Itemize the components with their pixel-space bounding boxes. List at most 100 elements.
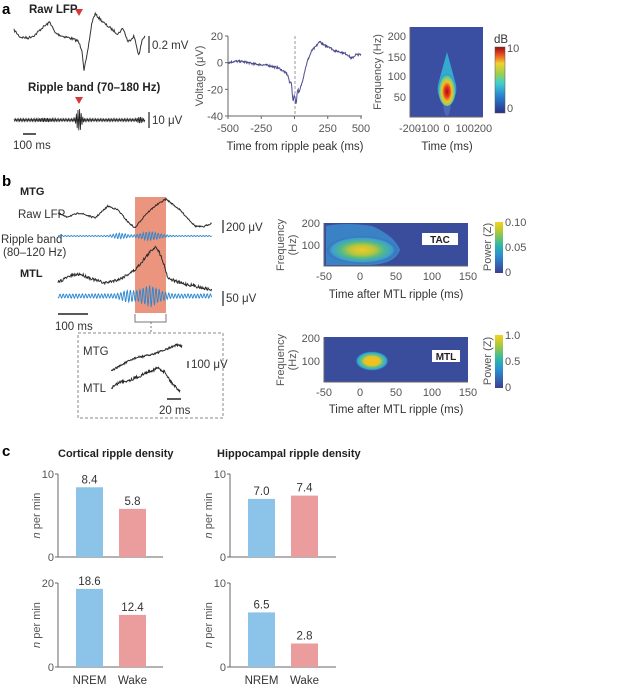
inset-mtg-label: MTG — [83, 346, 109, 358]
ripple-marker-icon — [75, 97, 83, 104]
y-axis-label: n per min — [203, 493, 215, 539]
tag-label: TAC — [430, 235, 450, 246]
bar-value-label: 2.8 — [297, 630, 313, 642]
x-tick-label: 0 — [443, 123, 449, 135]
inset-mtl-label: MTL — [83, 383, 107, 395]
raw-scale-label: 0.2 mV — [152, 40, 189, 52]
bar-nrem — [248, 612, 275, 667]
y-tick-label: -20 — [207, 84, 223, 96]
bar-nrem — [76, 588, 103, 667]
y-tick-label: 0 — [220, 552, 226, 564]
bar-chart-hippocampal_bottom: 10 0 n per min 6.5 NREM 2.8 Wake — [203, 578, 336, 685]
mtg-title: MTG — [20, 186, 44, 198]
bar-value-label: 8.4 — [82, 474, 99, 486]
x-category-label: Wake — [118, 675, 147, 685]
y-axis-label: n per min — [31, 602, 43, 648]
bar-wake — [119, 508, 146, 557]
inset-box — [77, 332, 224, 419]
x-axis-label: Time from ripple peak (ms) — [227, 141, 364, 153]
x-tick-label: -50 — [316, 387, 332, 399]
y-axis-unit: (Hz) — [287, 350, 299, 371]
x-tick-label: 50 — [390, 271, 402, 283]
x-axis-label: Time after MTL ripple (ms) — [329, 404, 464, 416]
y-tick-label: 0 — [48, 552, 54, 564]
colorbar-tick: 0 — [505, 382, 511, 394]
mtg-ripple-trace — [57, 230, 212, 242]
x-tick-label: 500 — [352, 123, 370, 135]
inset-mtl-trace — [110, 366, 181, 394]
bar-nrem — [248, 498, 275, 557]
ripple-band-range: (80–120 Hz) — [3, 247, 66, 259]
y-axis-label: Frequency — [275, 334, 287, 386]
x-category-label: NREM — [73, 675, 107, 685]
bar-wake — [291, 643, 318, 667]
y-tick-label: 150 — [388, 52, 406, 64]
colorbar-tick: 0.5 — [505, 356, 520, 368]
x-tick-label: -50 — [316, 271, 332, 283]
x-category-label: NREM — [245, 675, 279, 685]
y-tick-label: 200 — [302, 333, 320, 345]
y-axis-label: n per min — [203, 602, 215, 648]
x-tick-label: 0 — [357, 387, 363, 399]
panel-label-b: b — [2, 173, 11, 190]
ripple-marker-icon — [75, 9, 83, 16]
panel-label-a: a — [2, 1, 11, 18]
axes — [323, 337, 468, 383]
time-scale-label: 100 ms — [13, 140, 51, 152]
x-tick-label: -100 — [417, 123, 439, 135]
colorbar-tick: 0 — [505, 267, 511, 279]
tag-box — [432, 350, 460, 362]
x-tick-label: 0 — [357, 271, 363, 283]
axes — [57, 583, 163, 668]
x-tick-label: 200 — [474, 123, 492, 135]
tag-box — [422, 233, 458, 245]
bar-wake — [291, 495, 318, 557]
y-axis-unit: (Hz) — [287, 235, 299, 256]
colorbar-label: Power (Z) — [482, 223, 494, 271]
y-tick-label: 10 — [42, 469, 54, 481]
spectrogram-mtl: MTL Frequency (Hz) Time after MTL ripple… — [275, 330, 520, 416]
colorbar — [495, 222, 503, 273]
y-tick-label: 100 — [302, 240, 320, 252]
inset-time-scale: 20 ms — [159, 405, 191, 417]
y-tick-label: 20 — [42, 578, 54, 590]
y-axis-label: n per min — [31, 493, 43, 539]
colorbar-tick: 0.05 — [505, 242, 526, 254]
x-category-label: Wake — [290, 675, 319, 685]
x-tick-label: 100 — [423, 271, 441, 283]
average-lfp-series — [227, 40, 362, 104]
colorbar-label: Power (Z) — [482, 337, 494, 385]
x-tick-label: 100 — [456, 123, 474, 135]
bar-charts: 10 0 n per min 8.4 5.8 10 0 n per min 7.0 7.4 20 0 n… — [31, 469, 336, 685]
y-tick-label: -40 — [207, 111, 223, 123]
y-tick-label: 0 — [48, 662, 54, 674]
ripple-band-label: Ripple band — [1, 234, 62, 246]
bar-value-label: 6.5 — [254, 599, 270, 611]
bar-value-label: 7.0 — [254, 486, 270, 498]
bar-value-label: 5.8 — [125, 496, 141, 508]
axes — [409, 27, 483, 118]
mtg-raw-trace — [57, 197, 212, 229]
raw-lfp-title: Raw LFP — [29, 4, 78, 16]
ripple-band-trace — [13, 108, 146, 131]
panel-label-c: c — [2, 443, 10, 460]
axes — [57, 474, 163, 558]
colorbar — [494, 46, 506, 114]
x-tick-label: 250 — [319, 123, 337, 135]
y-tick-label: 100 — [388, 71, 406, 83]
inset-mtg-trace — [110, 342, 183, 372]
bar-chart-cortical_top: 10 0 n per min 8.4 5.8 — [31, 469, 163, 564]
raw-lfp-trace — [13, 11, 146, 71]
spectrogram-tac: TAC Frequency (Hz) Time after MTL ripple… — [275, 217, 526, 301]
y-tick-label: 20 — [211, 31, 223, 43]
axes — [229, 583, 336, 668]
bar-wake — [119, 614, 146, 667]
y-tick-label: 0 — [220, 662, 226, 674]
zoom-bracket — [134, 314, 167, 323]
colorbar-tick: 0.10 — [505, 217, 526, 229]
bar-chart-hippocampal_top: 10 0 n per min 7.0 7.4 — [203, 469, 336, 564]
colorbar-label: dB — [494, 34, 508, 46]
raw-lfp-label: Raw LFP — [18, 209, 66, 221]
